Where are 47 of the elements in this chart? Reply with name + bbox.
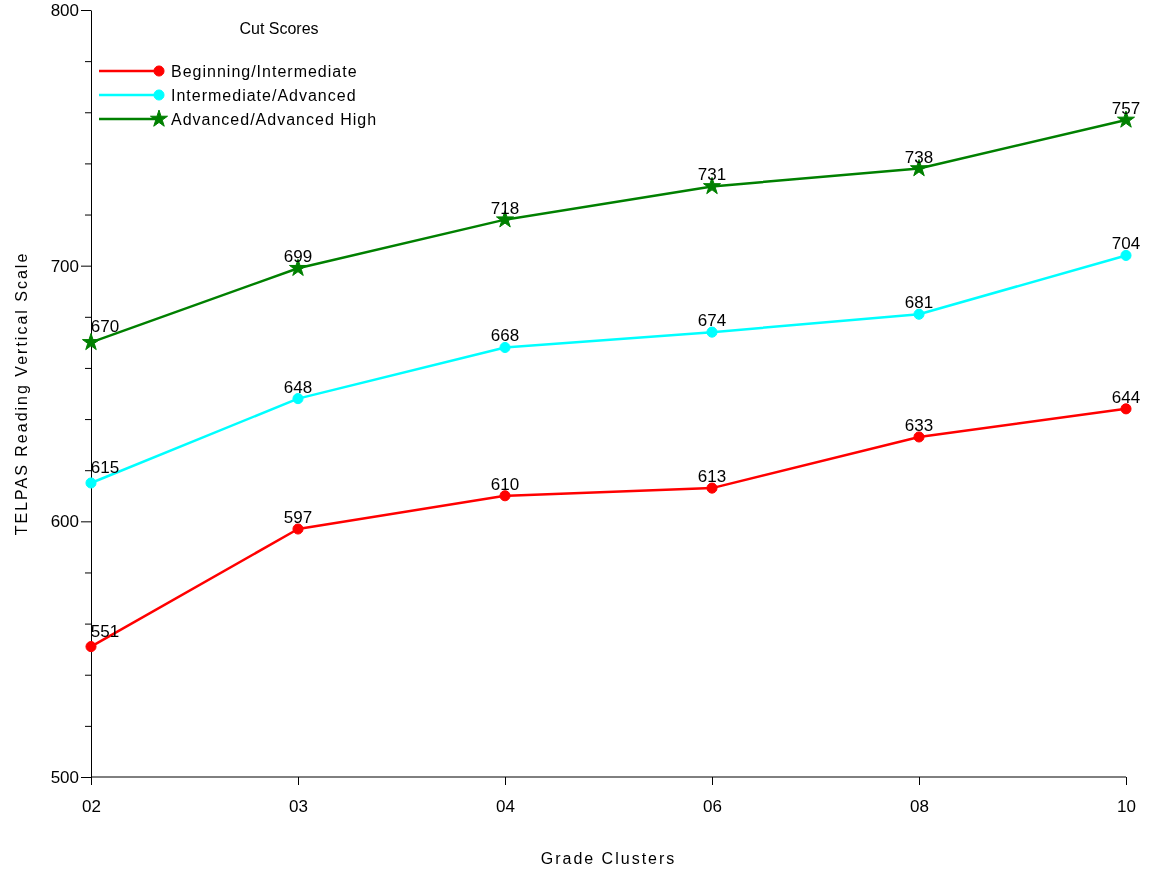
x-tick-label: 04 — [496, 796, 515, 816]
y-tick-label: 800 — [50, 0, 79, 20]
point — [292, 523, 304, 535]
data-label: 668 — [490, 326, 520, 346]
data-label: 633 — [904, 415, 934, 435]
x-tick-label: 02 — [82, 796, 101, 816]
point — [913, 431, 925, 443]
data-label: 648 — [283, 377, 313, 397]
point — [499, 490, 511, 502]
data-label: 613 — [697, 467, 727, 487]
data-label: 615 — [90, 457, 120, 477]
point — [913, 308, 925, 320]
point — [499, 341, 511, 354]
x-tick-label: 08 — [910, 796, 929, 816]
y-axis-title: TELPAS Reading Vertical Scale — [13, 251, 30, 536]
data-label: 731 — [697, 165, 727, 185]
data-label: 757 — [1111, 98, 1141, 118]
point — [1120, 403, 1132, 415]
data-label: 718 — [490, 198, 520, 218]
point — [85, 477, 97, 489]
point — [292, 393, 304, 405]
point — [1120, 249, 1132, 261]
data-label: 738 — [904, 147, 934, 167]
data-label: 597 — [283, 508, 313, 527]
legend-label: Beginning/Intermediate — [171, 63, 358, 80]
point — [706, 482, 718, 494]
data-label: 670 — [90, 317, 120, 337]
data-label: 674 — [697, 311, 727, 331]
data-label: 551 — [90, 621, 120, 641]
data-label: 644 — [1111, 387, 1141, 407]
data-label: 704 — [1111, 234, 1141, 254]
data-label: 699 — [283, 247, 313, 267]
data-label: 610 — [490, 474, 520, 494]
y-tick-label: 600 — [50, 512, 79, 532]
legend-title: Cut Scores — [239, 20, 319, 37]
x-tick-label: 10 — [1117, 796, 1136, 816]
legend-label: Advanced/Advanced High — [171, 111, 378, 128]
y-tick-label: 500 — [50, 767, 79, 787]
x-tick-label: 06 — [703, 796, 722, 816]
x-axis-title: Grade Clusters — [540, 850, 677, 867]
y-tick-label: 700 — [50, 256, 79, 276]
legend-label: Intermediate/Advanced — [171, 87, 357, 104]
x-tick-label: 03 — [289, 796, 308, 816]
point — [85, 641, 97, 653]
point — [706, 326, 718, 338]
point — [81, 332, 101, 351]
data-label: 681 — [904, 293, 934, 313]
